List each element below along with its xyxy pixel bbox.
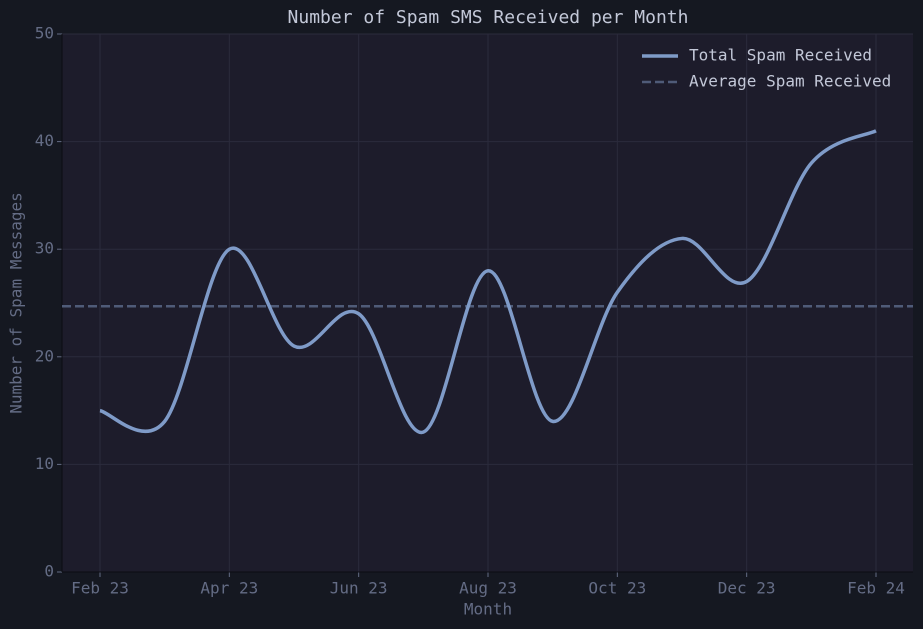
x-tick-label: Dec 23: [718, 579, 776, 598]
y-tick-label: 0: [44, 562, 54, 581]
legend-label: Total Spam Received: [689, 46, 872, 65]
x-tick-label: Aug 23: [459, 579, 517, 598]
x-axis-label: Month: [464, 600, 512, 619]
x-tick-label: Feb 23: [71, 579, 129, 598]
x-tick-label: Apr 23: [200, 579, 258, 598]
y-tick-label: 30: [35, 239, 54, 258]
legend-label: Average Spam Received: [689, 72, 891, 91]
y-tick-label: 40: [35, 131, 54, 150]
x-tick-label: Jun 23: [330, 579, 388, 598]
y-tick-label: 10: [35, 454, 54, 473]
x-tick-label: Oct 23: [588, 579, 646, 598]
y-tick-label: 50: [35, 24, 54, 43]
y-tick-label: 20: [35, 346, 54, 365]
chart-title: Number of Spam SMS Received per Month: [288, 7, 689, 28]
line: [99, 129, 877, 434]
y-axis-label: Number of Spam Messages: [7, 192, 26, 414]
x-tick-label: Feb 24: [847, 579, 905, 598]
